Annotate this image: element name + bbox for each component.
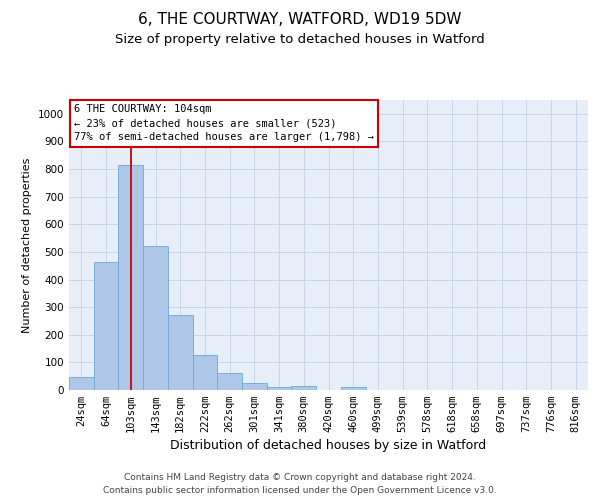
Y-axis label: Number of detached properties: Number of detached properties [22, 158, 32, 332]
Bar [217, 374, 242, 390]
Bar [118, 166, 143, 390]
Bar [143, 246, 168, 390]
Bar [341, 387, 365, 390]
Bar [69, 378, 94, 390]
Bar [168, 315, 193, 390]
Text: 6, THE COURTWAY, WATFORD, WD19 5DW: 6, THE COURTWAY, WATFORD, WD19 5DW [138, 12, 462, 28]
Bar [292, 386, 316, 390]
X-axis label: Distribution of detached houses by size in Watford: Distribution of detached houses by size … [170, 440, 487, 452]
Text: Contains HM Land Registry data © Crown copyright and database right 2024.
Contai: Contains HM Land Registry data © Crown c… [103, 473, 497, 495]
Bar [242, 383, 267, 390]
Bar [267, 386, 292, 390]
Text: 6 THE COURTWAY: 104sqm
← 23% of detached houses are smaller (523)
77% of semi-de: 6 THE COURTWAY: 104sqm ← 23% of detached… [74, 104, 374, 142]
Text: Size of property relative to detached houses in Watford: Size of property relative to detached ho… [115, 32, 485, 46]
Bar [193, 355, 217, 390]
Bar [94, 262, 118, 390]
